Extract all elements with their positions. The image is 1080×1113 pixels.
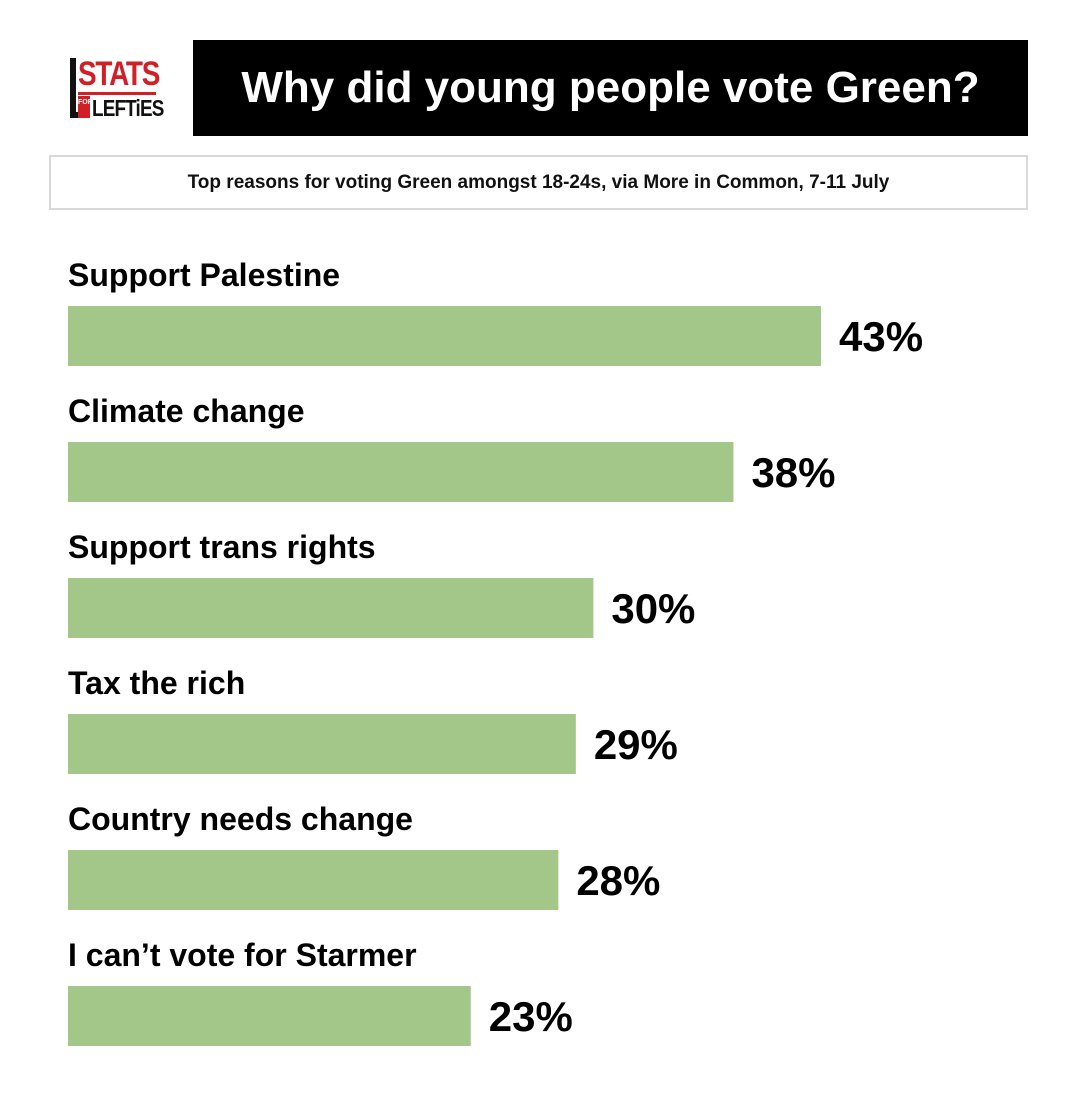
bar [68,306,821,366]
logo-lefties-text: LEFTiES [92,95,164,121]
category-label: Support Palestine [68,257,340,293]
bar [68,850,559,910]
stats-for-lefties-logo: STATS FOR LEFTiES [68,55,164,120]
category-label: I can’t vote for Starmer [68,937,417,973]
category-label: Climate change [68,393,305,429]
subtitle-box: Top reasons for voting Green amongst 18-… [49,155,1028,210]
bar [68,714,576,774]
chart-subtitle: Top reasons for voting Green amongst 18-… [187,171,890,193]
value-label: 43% [839,313,923,360]
category-label: Support trans rights [68,529,376,565]
value-label: 23% [489,993,573,1040]
bar [68,578,594,638]
category-label: Tax the rich [68,665,245,701]
value-label: 28% [576,857,660,904]
category-label: Country needs change [68,801,413,837]
logo-underline [78,92,156,95]
value-label: 30% [611,585,695,632]
bar [68,442,734,502]
bar [68,986,471,1046]
title-banner: Why did young people vote Green? [193,40,1028,136]
logo-bar [70,58,76,118]
logo-stats-text: STATS [78,55,160,93]
value-label: 29% [594,721,678,768]
logo-for-text: FOR [78,96,93,118]
chart-title: Why did young people vote Green? [241,63,980,112]
value-label: 38% [751,449,835,496]
